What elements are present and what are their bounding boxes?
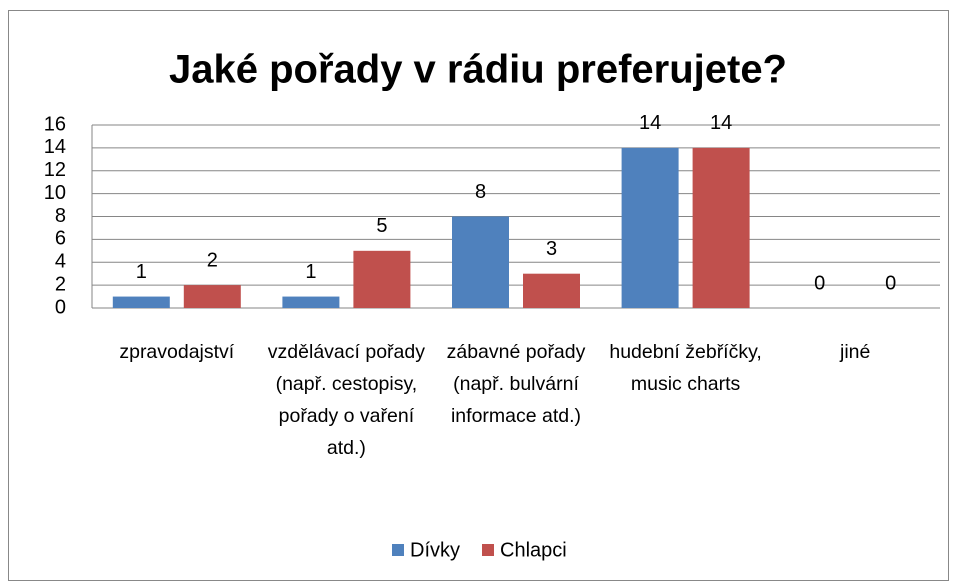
y-tick-label: 2 xyxy=(55,273,66,295)
bar xyxy=(523,273,580,308)
x-tick-label: zpravodajství xyxy=(119,341,235,363)
y-tick-label: 4 xyxy=(55,251,66,273)
y-tick-label: 0 xyxy=(55,296,66,318)
value-label: 0 xyxy=(885,272,896,294)
bar xyxy=(183,285,241,308)
bar xyxy=(112,296,170,308)
legend-swatch xyxy=(482,544,494,556)
legend-label: Dívky xyxy=(410,539,460,561)
value-label: 0 xyxy=(814,272,825,294)
y-tick-label: 16 xyxy=(44,113,66,135)
chart-title: Jaké pořady v rádiu preferujete? xyxy=(169,48,787,92)
bar xyxy=(452,216,509,308)
bar xyxy=(692,147,750,308)
x-tick-label: jiné xyxy=(840,341,871,363)
value-label: 1 xyxy=(305,261,316,283)
y-tick-label: 8 xyxy=(55,205,66,227)
legend-swatch xyxy=(392,544,404,556)
value-label: 1 xyxy=(136,261,147,283)
bar xyxy=(282,296,340,308)
value-label: 5 xyxy=(376,215,387,237)
y-tick-label: 10 xyxy=(44,182,66,204)
value-label: 2 xyxy=(207,249,218,271)
x-tick-label: vzdělávací pořady (např. cestopisy, pořa… xyxy=(267,341,425,459)
bar xyxy=(621,147,679,308)
x-tick-label: hudební žebříčky, music charts xyxy=(609,341,762,395)
value-label: 14 xyxy=(710,112,732,134)
x-tick-label: zábavné pořady (např. bulvární informace… xyxy=(446,341,586,427)
value-label: 8 xyxy=(475,181,486,203)
y-tick-label: 6 xyxy=(55,228,66,250)
value-label: 3 xyxy=(546,238,557,260)
legend-label: Chlapci xyxy=(500,539,567,561)
y-tick-label: 12 xyxy=(44,159,66,181)
bar xyxy=(353,250,411,308)
value-label: 14 xyxy=(639,112,661,134)
y-tick-label: 14 xyxy=(44,136,66,158)
